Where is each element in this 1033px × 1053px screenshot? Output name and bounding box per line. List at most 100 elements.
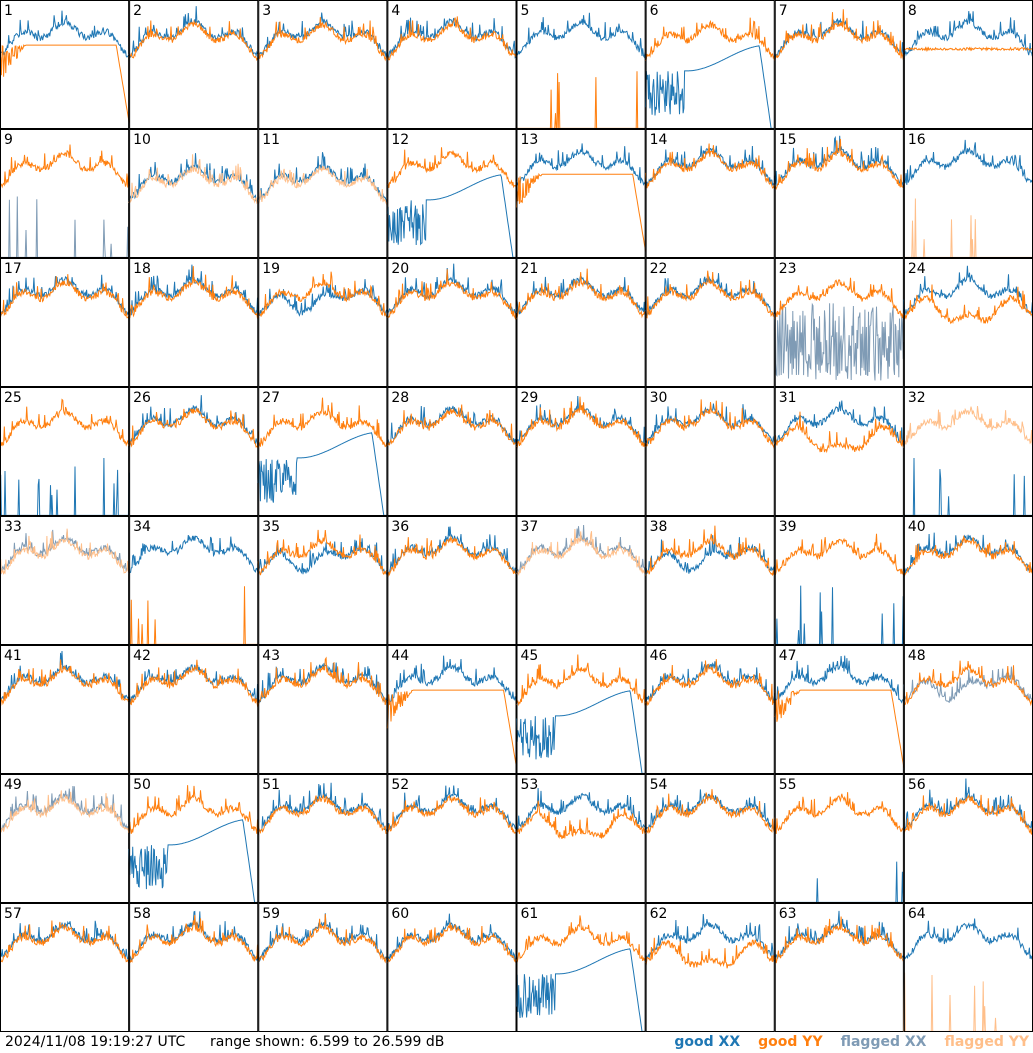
- series-yy-2: [128, 19, 259, 62]
- panel-57: 57: [0, 903, 130, 1032]
- series-xx-47: [774, 655, 905, 704]
- series-yy-61: [516, 915, 647, 963]
- panel-label: 45: [521, 648, 539, 664]
- panel-label: 35: [262, 519, 280, 535]
- panel-label: 55: [779, 777, 797, 793]
- panel-frame: [258, 129, 388, 258]
- series-yy-51: [257, 793, 388, 835]
- series-xx-25: [0, 457, 130, 516]
- panel-4: 4: [386, 0, 517, 129]
- panel-label: 5: [521, 3, 530, 19]
- panel-1: 1: [0, 0, 130, 129]
- panel-48: 48: [903, 645, 1033, 774]
- series-yy-5: [516, 71, 646, 129]
- series-yy-18: [128, 266, 259, 319]
- series-xx-11: [257, 152, 388, 204]
- panel-label: 37: [521, 519, 539, 535]
- footer: 2024/11/08 19:19:27 UTC range shown: 6.5…: [0, 1032, 1033, 1053]
- panel-frame: [387, 774, 517, 903]
- panel-50: 50: [128, 774, 259, 903]
- series-xx-64: [903, 918, 1033, 962]
- panel-frame: [516, 645, 646, 774]
- panel-23: 23: [774, 258, 905, 387]
- panel-22: 22: [645, 258, 776, 387]
- series-xx-40: [903, 532, 1033, 574]
- panel-label: 46: [650, 648, 668, 664]
- panel-frame: [903, 774, 1033, 903]
- series-yy-60: [386, 922, 517, 964]
- panel-54: 54: [645, 774, 776, 903]
- panel-42: 42: [128, 645, 259, 774]
- panel-frame: [258, 903, 388, 1032]
- series-yy-35: [257, 529, 388, 576]
- panel-frame: [258, 258, 388, 387]
- series-xx-16: [903, 139, 1033, 185]
- panel-label: 12: [391, 132, 409, 148]
- series-xx-31: [774, 400, 905, 445]
- panel-55: 55: [774, 774, 904, 903]
- panel-label: 48: [908, 648, 926, 664]
- panel-frame: [645, 129, 775, 258]
- panel-frame: [645, 774, 775, 903]
- series-yy-9: [0, 144, 130, 189]
- panel-label: 56: [908, 777, 926, 793]
- panel-33: 33: [0, 516, 130, 645]
- panel-label: 31: [779, 390, 797, 406]
- panel-frame: [645, 516, 775, 645]
- series-yy-26: [128, 407, 259, 449]
- panel-label: 64: [908, 906, 926, 922]
- panel-17: 17: [0, 258, 130, 387]
- panel-21: 21: [516, 258, 647, 387]
- series-yy-8: [903, 46, 1033, 52]
- series-xx-45: [516, 690, 646, 774]
- range-text: range shown: 6.599 to 26.599 dB: [210, 1034, 445, 1050]
- series-xx-59: [257, 913, 388, 963]
- panel-label: 51: [262, 777, 280, 793]
- panel-label: 40: [908, 519, 926, 535]
- series-xx-8: [903, 11, 1033, 57]
- series-yy-57: [0, 920, 130, 964]
- panel-52: 52: [387, 774, 517, 903]
- panel-label: 58: [133, 906, 151, 922]
- series-xx-39: [774, 585, 905, 645]
- panel-45: 45: [516, 645, 647, 774]
- series-yy-7: [774, 9, 905, 61]
- series-yy-53: [516, 800, 647, 839]
- panel-frame: [774, 0, 904, 129]
- panel-16: 16: [903, 129, 1033, 258]
- panel-label: 62: [650, 906, 668, 922]
- panel-label: 42: [133, 648, 151, 664]
- panel-label: 3: [262, 3, 271, 19]
- series-yy-13: [516, 172, 647, 252]
- panel-label: 33: [4, 519, 22, 535]
- series-xx-55: [774, 861, 904, 903]
- series-xx-50: [128, 819, 259, 903]
- panel-27: 27: [257, 387, 388, 516]
- panel-36: 36: [386, 516, 517, 645]
- panel-frame: [903, 387, 1033, 516]
- panel-frame: [387, 645, 517, 774]
- series-yy-1: [0, 44, 130, 123]
- series-yy-4: [386, 16, 517, 61]
- panel-7: 7: [774, 0, 905, 129]
- panel-label: 57: [4, 906, 22, 922]
- series-yy-52: [387, 794, 517, 835]
- panel-43: 43: [257, 645, 388, 774]
- series-xx-6: [645, 45, 775, 129]
- panel-frame: [129, 258, 259, 387]
- series-yy-24: [903, 284, 1033, 325]
- panel-frame: [774, 645, 904, 774]
- series-yy-11: [257, 164, 388, 207]
- panel-40: 40: [903, 516, 1033, 645]
- series-yy-20: [386, 269, 517, 320]
- panel-frame: [774, 516, 904, 645]
- panel-61: 61: [516, 903, 647, 1032]
- panel-label: 32: [908, 390, 926, 406]
- series-yy-22: [645, 270, 776, 319]
- series-yy-21: [516, 268, 647, 320]
- series-yy-32: [903, 405, 1033, 448]
- panel-14: 14: [645, 129, 776, 258]
- series-yy-10: [128, 154, 259, 205]
- panel-label: 14: [650, 132, 668, 148]
- series-xx-12: [386, 174, 517, 258]
